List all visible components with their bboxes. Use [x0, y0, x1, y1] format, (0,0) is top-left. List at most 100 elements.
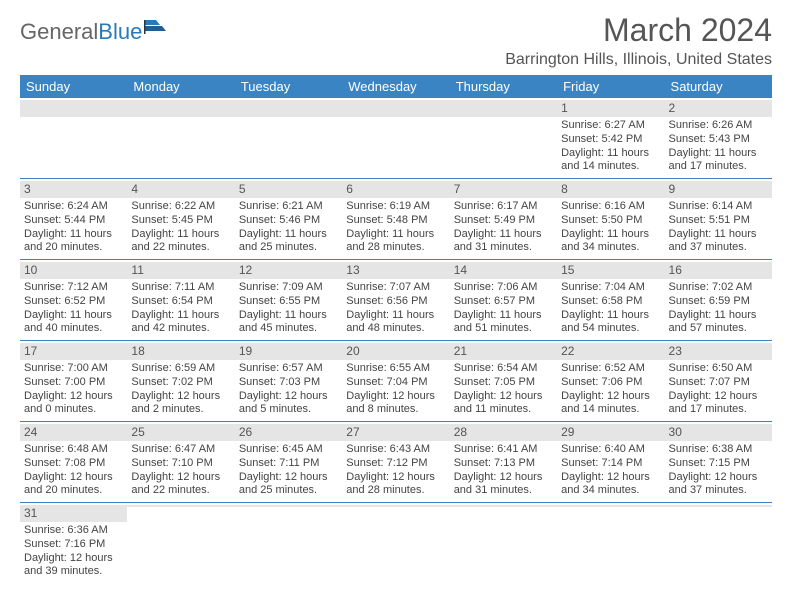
sunset-text: Sunset: 5:48 PM [346, 214, 445, 228]
header: GeneralBlue March 2024 Barrington Hills,… [20, 12, 772, 69]
day-number: 16 [665, 262, 772, 279]
sunset-text: Sunset: 7:15 PM [669, 457, 768, 471]
day-number: 19 [235, 343, 342, 360]
daylight-text: Daylight: 11 hours and 14 minutes. [561, 147, 660, 175]
dayhead-mon: Monday [127, 75, 234, 98]
daylight-text: Daylight: 11 hours and 48 minutes. [346, 309, 445, 337]
day-cell: 5Sunrise: 6:21 AMSunset: 5:46 PMDaylight… [235, 179, 342, 259]
daylight-text: Daylight: 11 hours and 42 minutes. [131, 309, 230, 337]
daylight-text: Daylight: 12 hours and 28 minutes. [346, 471, 445, 499]
sunset-text: Sunset: 5:42 PM [561, 133, 660, 147]
daylight-text: Daylight: 12 hours and 31 minutes. [454, 471, 553, 499]
day-number [127, 505, 234, 507]
week-row: 3Sunrise: 6:24 AMSunset: 5:44 PMDaylight… [20, 179, 772, 260]
day-number [450, 505, 557, 507]
day-number [235, 100, 342, 117]
day-number: 9 [665, 181, 772, 198]
daylight-text: Daylight: 11 hours and 20 minutes. [24, 228, 123, 256]
logo-text-general: General [20, 19, 98, 45]
sunrise-text: Sunrise: 7:00 AM [24, 362, 123, 376]
empty-cell [342, 98, 449, 178]
day-cell: 20Sunrise: 6:55 AMSunset: 7:04 PMDayligh… [342, 341, 449, 421]
day-number [665, 505, 772, 507]
sunrise-text: Sunrise: 7:07 AM [346, 281, 445, 295]
sunset-text: Sunset: 6:57 PM [454, 295, 553, 309]
day-number: 1 [557, 100, 664, 117]
sunset-text: Sunset: 7:05 PM [454, 376, 553, 390]
sunrise-text: Sunrise: 6:54 AM [454, 362, 553, 376]
day-number [127, 100, 234, 117]
dayhead-fri: Friday [557, 75, 664, 98]
day-number: 12 [235, 262, 342, 279]
sunrise-text: Sunrise: 6:22 AM [131, 200, 230, 214]
sunset-text: Sunset: 7:16 PM [24, 538, 123, 552]
sunset-text: Sunset: 7:12 PM [346, 457, 445, 471]
daylight-text: Daylight: 11 hours and 40 minutes. [24, 309, 123, 337]
empty-cell [450, 98, 557, 178]
day-number: 2 [665, 100, 772, 117]
sunrise-text: Sunrise: 6:59 AM [131, 362, 230, 376]
sunrise-text: Sunrise: 7:04 AM [561, 281, 660, 295]
sunrise-text: Sunrise: 6:43 AM [346, 443, 445, 457]
day-cell: 27Sunrise: 6:43 AMSunset: 7:12 PMDayligh… [342, 422, 449, 502]
sunrise-text: Sunrise: 6:57 AM [239, 362, 338, 376]
day-number: 26 [235, 424, 342, 441]
day-cell: 23Sunrise: 6:50 AMSunset: 7:07 PMDayligh… [665, 341, 772, 421]
day-cell: 9Sunrise: 6:14 AMSunset: 5:51 PMDaylight… [665, 179, 772, 259]
day-cell: 26Sunrise: 6:45 AMSunset: 7:11 PMDayligh… [235, 422, 342, 502]
sunset-text: Sunset: 6:54 PM [131, 295, 230, 309]
day-cell: 4Sunrise: 6:22 AMSunset: 5:45 PMDaylight… [127, 179, 234, 259]
day-number: 13 [342, 262, 449, 279]
daylight-text: Daylight: 11 hours and 31 minutes. [454, 228, 553, 256]
sunrise-text: Sunrise: 6:50 AM [669, 362, 768, 376]
week-row: 10Sunrise: 7:12 AMSunset: 6:52 PMDayligh… [20, 260, 772, 341]
logo: GeneralBlue [20, 12, 166, 46]
day-cell: 25Sunrise: 6:47 AMSunset: 7:10 PMDayligh… [127, 422, 234, 502]
sunrise-text: Sunrise: 6:52 AM [561, 362, 660, 376]
sunset-text: Sunset: 5:44 PM [24, 214, 123, 228]
daylight-text: Daylight: 11 hours and 34 minutes. [561, 228, 660, 256]
day-header-row: Sunday Monday Tuesday Wednesday Thursday… [20, 75, 772, 98]
sunrise-text: Sunrise: 6:36 AM [24, 524, 123, 538]
dayhead-tue: Tuesday [235, 75, 342, 98]
empty-cell [235, 98, 342, 178]
location: Barrington Hills, Illinois, United State… [505, 51, 772, 69]
empty-cell [20, 98, 127, 178]
sunrise-text: Sunrise: 6:27 AM [561, 119, 660, 133]
day-cell: 16Sunrise: 7:02 AMSunset: 6:59 PMDayligh… [665, 260, 772, 340]
dayhead-wed: Wednesday [342, 75, 449, 98]
sunrise-text: Sunrise: 7:09 AM [239, 281, 338, 295]
day-number: 31 [20, 505, 127, 522]
day-cell: 7Sunrise: 6:17 AMSunset: 5:49 PMDaylight… [450, 179, 557, 259]
day-number: 20 [342, 343, 449, 360]
day-number: 17 [20, 343, 127, 360]
day-cell: 1 Sunrise: 6:27 AMSunset: 5:42 PMDaylight… [557, 98, 664, 178]
sunrise-text: Sunrise: 7:11 AM [131, 281, 230, 295]
sunset-text: Sunset: 5:50 PM [561, 214, 660, 228]
day-number: 14 [450, 262, 557, 279]
day-cell: 6Sunrise: 6:19 AMSunset: 5:48 PMDaylight… [342, 179, 449, 259]
daylight-text: Daylight: 11 hours and 28 minutes. [346, 228, 445, 256]
day-cell: 28Sunrise: 6:41 AMSunset: 7:13 PMDayligh… [450, 422, 557, 502]
sunrise-text: Sunrise: 6:19 AM [346, 200, 445, 214]
sunset-text: Sunset: 7:00 PM [24, 376, 123, 390]
day-number [342, 505, 449, 507]
day-number: 28 [450, 424, 557, 441]
sunset-text: Sunset: 7:02 PM [131, 376, 230, 390]
day-number: 15 [557, 262, 664, 279]
day-number: 21 [450, 343, 557, 360]
sunrise-text: Sunrise: 6:14 AM [669, 200, 768, 214]
day-cell: 8Sunrise: 6:16 AMSunset: 5:50 PMDaylight… [557, 179, 664, 259]
sunset-text: Sunset: 7:14 PM [561, 457, 660, 471]
day-cell: 3Sunrise: 6:24 AMSunset: 5:44 PMDaylight… [20, 179, 127, 259]
sunrise-text: Sunrise: 6:55 AM [346, 362, 445, 376]
sunset-text: Sunset: 5:45 PM [131, 214, 230, 228]
day-number: 22 [557, 343, 664, 360]
day-cell: 31Sunrise: 6:36 AMSunset: 7:16 PMDayligh… [20, 503, 127, 583]
sunrise-text: Sunrise: 7:02 AM [669, 281, 768, 295]
empty-cell [557, 503, 664, 583]
daylight-text: Daylight: 12 hours and 37 minutes. [669, 471, 768, 499]
daylight-text: Daylight: 12 hours and 2 minutes. [131, 390, 230, 418]
sunset-text: Sunset: 7:07 PM [669, 376, 768, 390]
logo-text-blue: Blue [98, 19, 142, 45]
